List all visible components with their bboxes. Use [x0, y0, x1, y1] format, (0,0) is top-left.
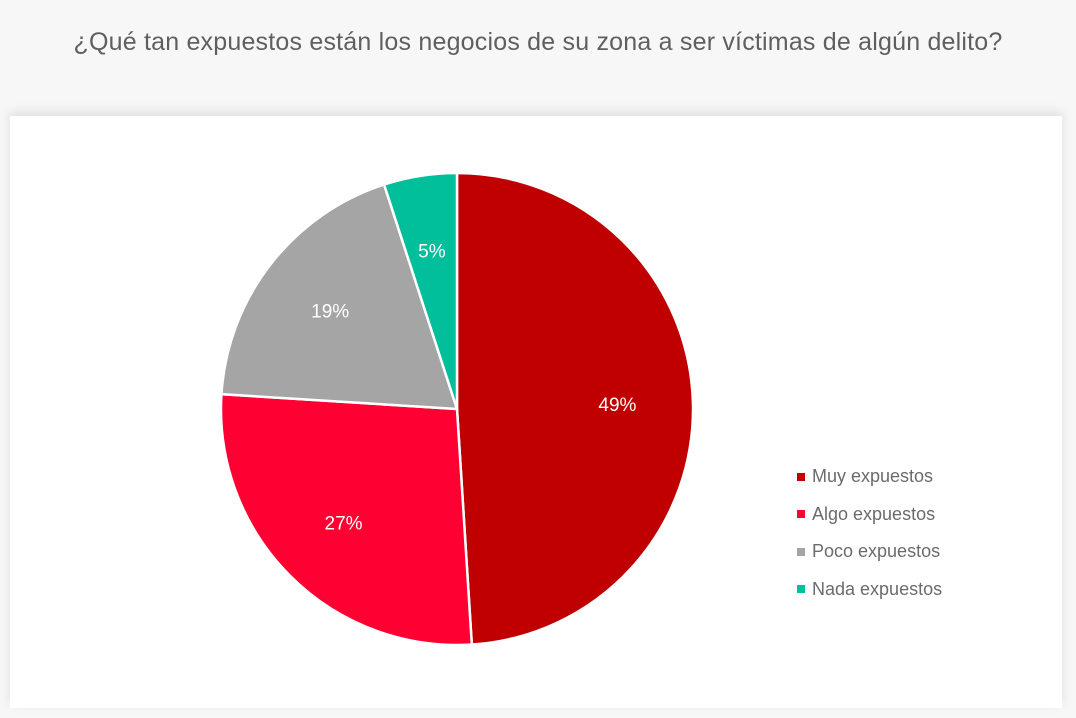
- legend-swatch-icon: [797, 547, 805, 556]
- pie-slices: [219, 171, 695, 647]
- legend-item-algo: Algo expuestos: [797, 496, 942, 534]
- legend-swatch-icon: [797, 510, 805, 519]
- pie-labels: 49% 27% 19% 5%: [311, 241, 636, 534]
- slice-algo: [219, 392, 474, 647]
- chart-title: ¿Qué tan expuestos están los negocios de…: [73, 28, 1003, 56]
- legend-item-muy: Muy expuestos: [797, 458, 942, 496]
- slice-value-label: 5%: [418, 241, 446, 262]
- legend-swatch-icon: [797, 472, 805, 481]
- legend-label: Nada expuestos: [812, 578, 943, 599]
- legend-label: Muy expuestos: [812, 466, 934, 487]
- slice-value-label: 19%: [311, 302, 349, 323]
- pie-chart: 49% 27% 19% 5%: [219, 171, 695, 647]
- slice-poco: [220, 182, 459, 411]
- legend-label: Poco expuestos: [812, 541, 941, 562]
- slice-value-label: 49%: [598, 395, 636, 416]
- legend-item-poco: Poco expuestos: [797, 533, 942, 571]
- slice-value-label: 27%: [325, 513, 363, 534]
- chart-card: 49% 27% 19% 5% Muy expuestos Algo expuestos…: [10, 116, 1062, 708]
- legend: Muy expuestos Algo expuestos Poco expues…: [797, 458, 942, 608]
- legend-label: Algo expuestos: [812, 503, 936, 524]
- legend-item-nada: Nada expuestos: [797, 571, 942, 609]
- legend-swatch-icon: [797, 585, 805, 594]
- slice-muy: [455, 171, 695, 646]
- slice-nada: [382, 171, 459, 410]
